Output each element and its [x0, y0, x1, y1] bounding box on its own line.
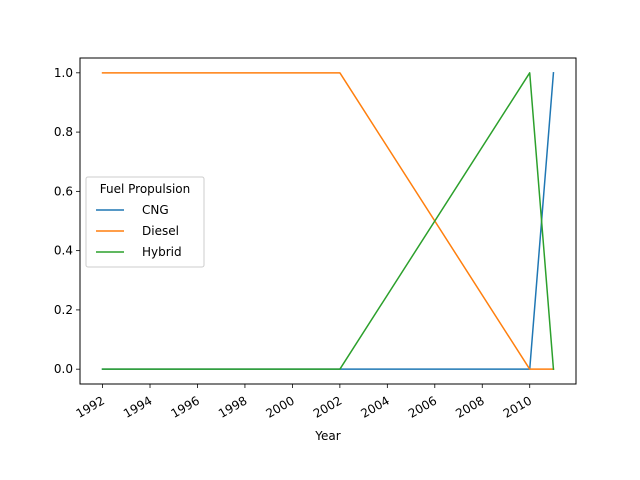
y-tick-label: 0.2: [54, 303, 73, 317]
x-tick-label: 1994: [121, 393, 154, 420]
legend-label-diesel: Diesel: [142, 224, 179, 238]
y-tick-label: 0.0: [54, 362, 73, 376]
legend-label-hybrid: Hybrid: [142, 245, 182, 259]
x-tick-label: 2004: [358, 393, 391, 420]
series-lines: [101, 72, 555, 370]
series-line-hybrid: [101, 72, 555, 370]
legend-box: [85, 176, 205, 268]
x-tick-label: 1992: [74, 393, 107, 420]
x-tick-label: 1998: [216, 393, 249, 420]
x-tick-label: 2006: [406, 393, 439, 420]
legend-items: CNG Diesel Hybrid: [96, 203, 182, 259]
legend: Fuel Propulsion CNG Diesel Hybrid: [85, 176, 205, 268]
legend-title: Fuel Propulsion: [100, 182, 191, 196]
x-tick-label: 2010: [501, 393, 534, 420]
legend-label-cng: CNG: [142, 203, 169, 217]
y-tick-label: 0.8: [54, 125, 73, 139]
y-tick-label: 0.6: [54, 184, 73, 198]
y-axis: 0.0 0.2 0.4 0.6 0.8 1.0: [54, 66, 80, 376]
x-axis-label: Year: [314, 429, 340, 443]
x-axis: 1992 1994 1996 1998 2000 2002 2004 2006 2008 2010: [74, 384, 534, 421]
y-tick-label: 0.4: [54, 244, 73, 258]
plot-frame: [79, 57, 577, 385]
y-tick-label: 1.0: [54, 66, 73, 80]
x-tick-label: 2002: [311, 393, 344, 420]
x-tick-label: 2008: [453, 393, 486, 420]
x-tick-label: 1996: [169, 393, 202, 420]
x-tick-label: 2000: [263, 393, 296, 420]
